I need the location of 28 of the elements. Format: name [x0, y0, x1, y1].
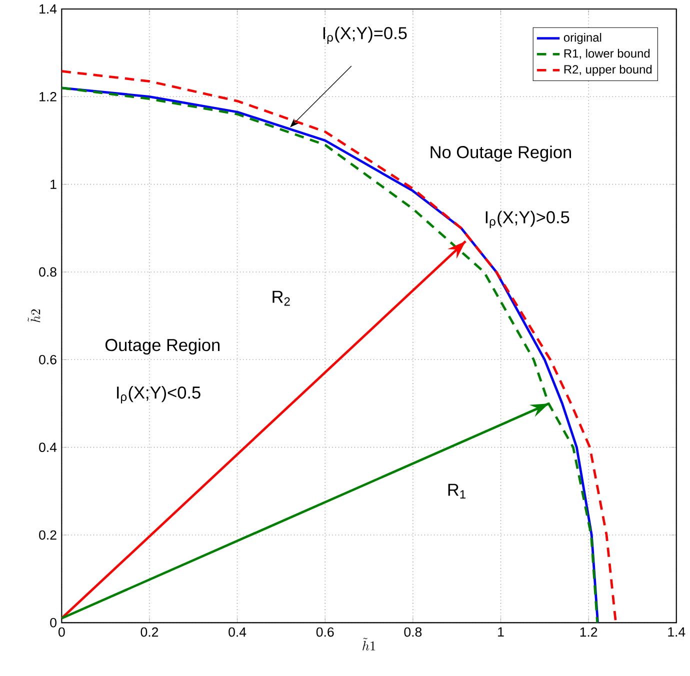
x-tick-label: 0.4 — [228, 627, 246, 637]
x-tick-label: 0.6 — [316, 627, 334, 637]
legend-label: R2, upper bound — [564, 64, 652, 76]
x-tick-label: 0.8 — [404, 627, 422, 637]
annotation: I$_{ρ}$(X;Y)>0.5 — [486, 210, 570, 228]
y-tick-label: 0.6 — [39, 354, 56, 364]
annotation: R$_{2}$ — [272, 290, 290, 306]
annotation: No Outage Region — [430, 145, 571, 162]
legend-label: R1, lower bound — [564, 48, 650, 59]
annotation: I$_{ρ}$(X;Y)<0.5 — [117, 386, 200, 404]
y-tick-label: 0.2 — [39, 530, 56, 540]
y-axis-title: $\tilde{h}2$ — [28, 309, 40, 322]
x-tick-label: 1.4 — [668, 627, 686, 636]
y-tick-label: 0.4 — [39, 442, 57, 452]
annotation: R$_{1}$ — [448, 484, 466, 498]
y-tick-label: 1.4 — [40, 4, 57, 14]
x-tick-label: 1.2 — [580, 627, 598, 636]
y-tick-label: 0.8 — [39, 267, 56, 276]
y-tick-label: 0 — [50, 618, 56, 628]
annotation: I$_{ρ}$(X;Y)=0.5 — [323, 26, 407, 44]
x-tick-label: 0.2 — [140, 627, 158, 637]
y-tick-label: 1 — [50, 180, 56, 189]
x-tick-label: 1 — [498, 627, 504, 636]
x-tick-label: 0 — [58, 627, 65, 637]
legend-label: original — [564, 32, 602, 44]
x-axis-title: $\tilde{h}1$ — [362, 638, 376, 650]
y-tick-label: 1.2 — [40, 92, 56, 102]
annotation: Outage Region — [105, 338, 220, 354]
